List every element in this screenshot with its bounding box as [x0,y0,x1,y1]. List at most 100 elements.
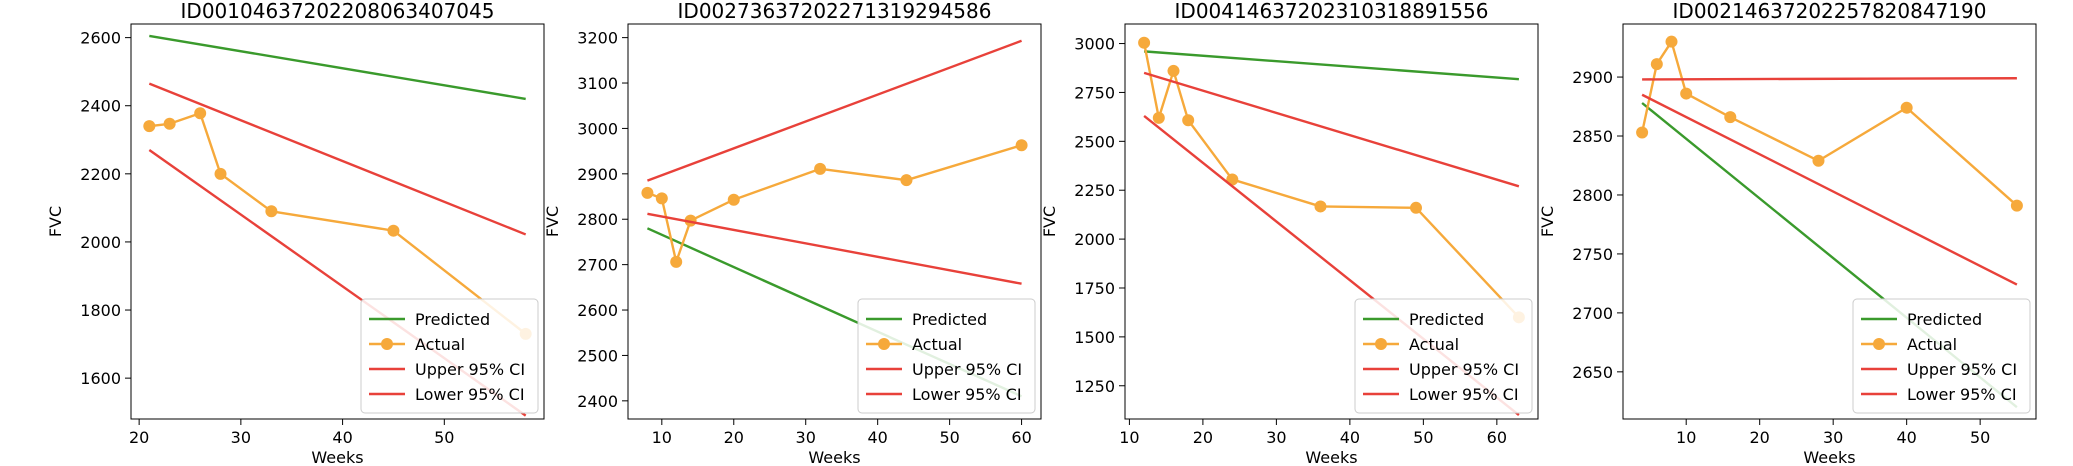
data-point [2010,199,2023,212]
chart-panel: 10 20 30 40 50 60 1250 1500 1750 2000 2250 2500 2750… [1040,0,1539,466]
x-axis-label: Weeks [1803,448,1855,466]
y-axis-label: FVC [543,206,562,237]
data-point [214,167,227,180]
x-tick-label: 40 [867,428,887,447]
legend-label: Lower 95% CI [415,385,525,404]
legend-label: Predicted [912,310,987,329]
chart-panel: 10 20 30 40 50 60 2400 2500 2600 2700 2800 2900 3000… [543,0,1042,466]
legend-label: Lower 95% CI [1907,385,2017,404]
series-line-lower-95-ci [647,212,1022,285]
data-point [1650,58,1663,71]
legend-marker [1375,338,1387,350]
plot-frame [627,23,1042,420]
x-tick-label: 10 [1119,428,1139,447]
y-tick-label: 3100 [577,74,618,93]
y-tick-label: 2900 [1572,68,1613,87]
x-tick-label: 30 [1266,428,1286,447]
legend-label: Predicted [415,310,490,329]
legend-label: Predicted [1409,310,1484,329]
x-tick-label: 30 [796,428,816,447]
series-line-upper-95-ci [1642,77,2017,81]
legend-label: Actual [1907,335,1957,354]
y-tick-label: 2400 [577,392,618,411]
legend-label: Upper 95% CI [1907,360,2017,379]
x-tick-label: 40 [332,428,352,447]
x-axis-label: Weeks [1305,448,1357,466]
legend: Predicted Actual Upper 95% CI Lower 95% CI [1852,298,2031,414]
data-point [1900,101,1913,114]
data-point [1665,35,1678,48]
y-tick-label: 2700 [1572,304,1613,323]
data-point [670,255,683,268]
series-line-actual [647,144,1022,264]
legend-box [360,298,539,414]
y-tick-label: 2800 [1572,186,1613,205]
y-tick-label: 1500 [1074,328,1115,347]
legend-box [1852,298,2031,414]
y-tick-label: 2750 [1074,83,1115,102]
chart-title: ID00104637202208063407045 [181,0,495,23]
data-point [1015,139,1028,152]
x-tick-label: 10 [652,428,672,447]
data-point [1410,201,1423,214]
x-tick-label: 20 [129,428,149,447]
series-line-upper-95-ci [647,39,1022,182]
x-tick-label: 60 [1487,428,1507,447]
x-tick-label: 50 [434,428,454,447]
y-axis-label: FVC [1040,206,1059,237]
plot-frame [1124,23,1539,420]
y-tick-label: 1250 [1074,377,1115,396]
data-point [900,174,913,187]
chart-title: ID00273637202271319294586 [678,0,992,23]
chart-panel: 20 30 40 50 1600 1800 2000 2200 2400 2600 ID001046… [46,0,545,466]
x-tick-label: 20 [724,428,744,447]
plot-frame [130,23,545,420]
y-tick-label: 2500 [1074,132,1115,151]
legend-box [1354,298,1533,414]
y-tick-label: 2600 [577,301,618,320]
x-axis-label: Weeks [311,448,363,466]
series-line-predicted [149,34,526,101]
y-tick-label: 2400 [80,97,121,116]
data-point [1314,200,1327,213]
y-tick-label: 2500 [577,346,618,365]
legend-label: Upper 95% CI [415,360,525,379]
data-point [265,205,278,218]
legend: Predicted Actual Upper 95% CI Lower 95% CI [360,298,539,414]
y-tick-label: 2200 [80,165,121,184]
y-tick-label: 3000 [1074,35,1115,54]
y-tick-label: 2600 [80,29,121,48]
data-point [814,162,827,175]
x-tick-label: 50 [939,428,959,447]
legend: Predicted Actual Upper 95% CI Lower 95% CI [857,298,1036,414]
chart-title: ID00414637202310318891556 [1175,0,1489,23]
y-tick-label: 2850 [1572,127,1613,146]
y-tick-label: 2750 [1572,245,1613,264]
data-point [1812,154,1825,167]
y-tick-label: 1600 [80,369,121,388]
data-point [1182,114,1195,127]
legend-label: Upper 95% CI [912,360,1022,379]
y-tick-label: 2000 [1074,230,1115,249]
x-tick-label: 20 [1193,428,1213,447]
data-point [194,107,207,120]
x-axis-label: Weeks [808,448,860,466]
legend-label: Lower 95% CI [912,385,1022,404]
x-tick-label: 40 [1340,428,1360,447]
legend-box [857,298,1036,414]
legend-label: Actual [415,335,465,354]
x-tick-label: 50 [1413,428,1433,447]
y-tick-label: 2650 [1572,363,1613,382]
data-point [143,120,156,133]
data-point [727,193,740,206]
x-tick-label: 40 [1896,428,1916,447]
data-point [1680,87,1693,100]
y-tick-label: 1750 [1074,279,1115,298]
y-tick-label: 2000 [80,233,121,252]
x-tick-label: 30 [1823,428,1843,447]
legend: Predicted Actual Upper 95% CI Lower 95% CI [1354,298,1533,414]
y-tick-label: 2250 [1074,181,1115,200]
x-tick-label: 10 [1676,428,1696,447]
data-point [655,192,668,205]
